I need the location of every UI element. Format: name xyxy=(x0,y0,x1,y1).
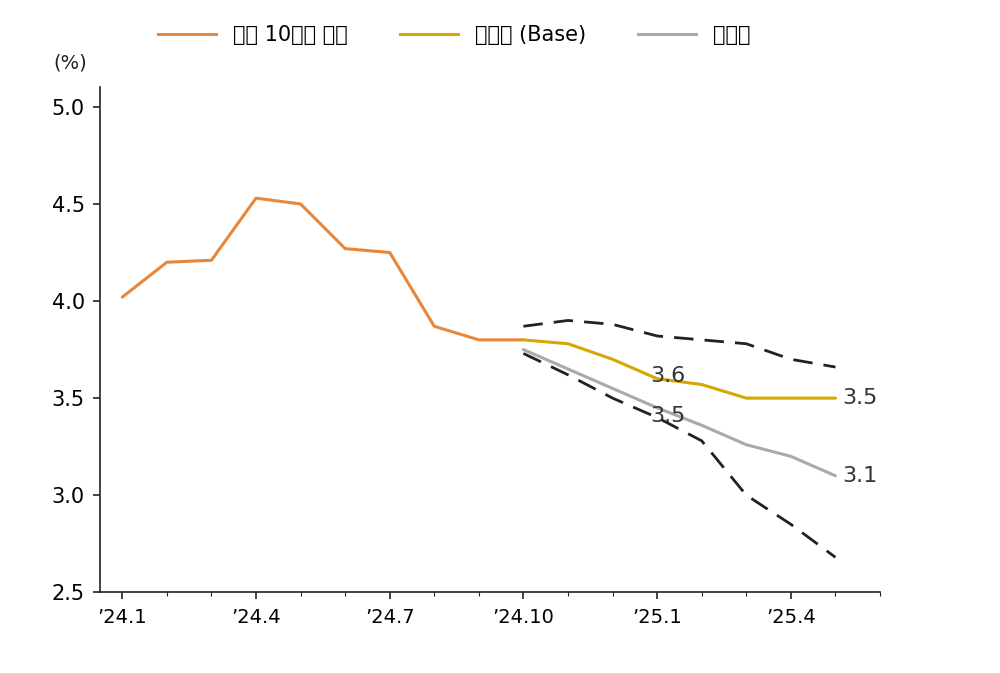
Text: 3.6: 3.6 xyxy=(650,366,686,386)
Text: (%): (%) xyxy=(53,53,87,73)
Text: 3.5: 3.5 xyxy=(842,388,877,408)
Legend: 미국 10년물 금리, 연착륙 (Base), 경착륙: 미국 10년물 금리, 연착륙 (Base), 경착륙 xyxy=(149,17,759,54)
Text: 3.5: 3.5 xyxy=(650,406,686,425)
Text: 3.1: 3.1 xyxy=(842,466,877,486)
